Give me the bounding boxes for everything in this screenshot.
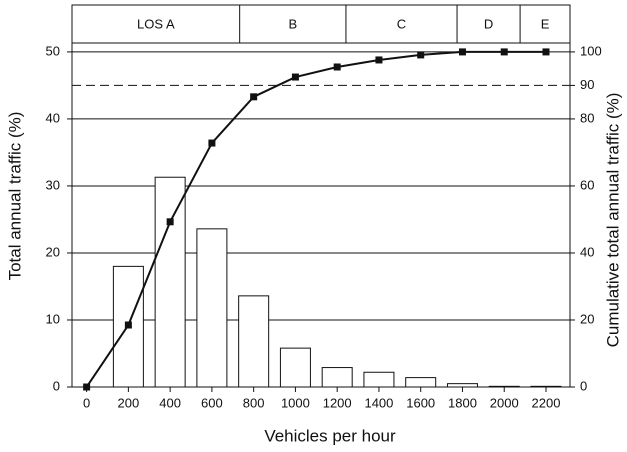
x-tick-label: 1000 [281, 395, 310, 410]
y2-tick-label: 40 [580, 244, 594, 259]
bar [196, 228, 228, 388]
x-tick-label: 2200 [532, 395, 561, 410]
y-axis-title: Total annual traffic (%) [5, 112, 24, 281]
marker [124, 321, 132, 329]
x-tick-label: 400 [159, 395, 181, 410]
x-tick-label: 200 [118, 395, 140, 410]
y2-tick-label: 60 [580, 177, 594, 192]
x-tick-label: 1400 [364, 395, 393, 410]
y2-axis-title: Cumulative total annual traffic (%) [603, 93, 622, 348]
y-tick-label: 10 [46, 311, 60, 326]
los-label: LOS A [137, 16, 175, 31]
bar [363, 371, 395, 388]
x-tick-label: 600 [201, 395, 223, 410]
los-label: C [397, 16, 406, 31]
y-tick-label: 30 [46, 177, 60, 192]
marker [458, 48, 466, 56]
los-label: E [541, 16, 550, 31]
los-label: D [484, 16, 493, 31]
marker [166, 218, 174, 226]
x-tick-label: 0 [83, 395, 90, 410]
bar [405, 377, 437, 388]
los-label: B [288, 16, 297, 31]
marker [208, 139, 216, 147]
x-tick-label: 1200 [323, 395, 352, 410]
y-tick-label: 50 [46, 43, 60, 58]
marker [291, 73, 299, 81]
y2-tick-label: 90 [580, 77, 594, 92]
bar [279, 347, 311, 388]
marker [542, 48, 550, 56]
x-tick-label: 800 [243, 395, 265, 410]
plot-frame [71, 4, 571, 388]
x-tick-label: 2000 [490, 395, 519, 410]
marker [250, 93, 258, 101]
y2-tick-label: 0 [580, 378, 587, 393]
y2-tick-label: 20 [580, 311, 594, 326]
marker [375, 56, 383, 64]
x-axis-title: Vehicles per hour [264, 426, 396, 445]
bar [238, 295, 270, 388]
line [85, 50, 546, 388]
x-tick-label: 1800 [448, 395, 477, 410]
y2-tick-label: 100 [580, 43, 602, 58]
bar [321, 367, 353, 388]
y-tick-label: 20 [46, 244, 60, 259]
bar [446, 383, 478, 388]
y-tick-label: 0 [53, 378, 60, 393]
marker [333, 63, 341, 71]
y2-tick-label: 80 [580, 110, 594, 125]
bar [154, 176, 186, 388]
x-tick-label: 1600 [406, 395, 435, 410]
marker [417, 51, 425, 59]
marker [500, 48, 508, 56]
y-tick-label: 40 [46, 110, 60, 125]
